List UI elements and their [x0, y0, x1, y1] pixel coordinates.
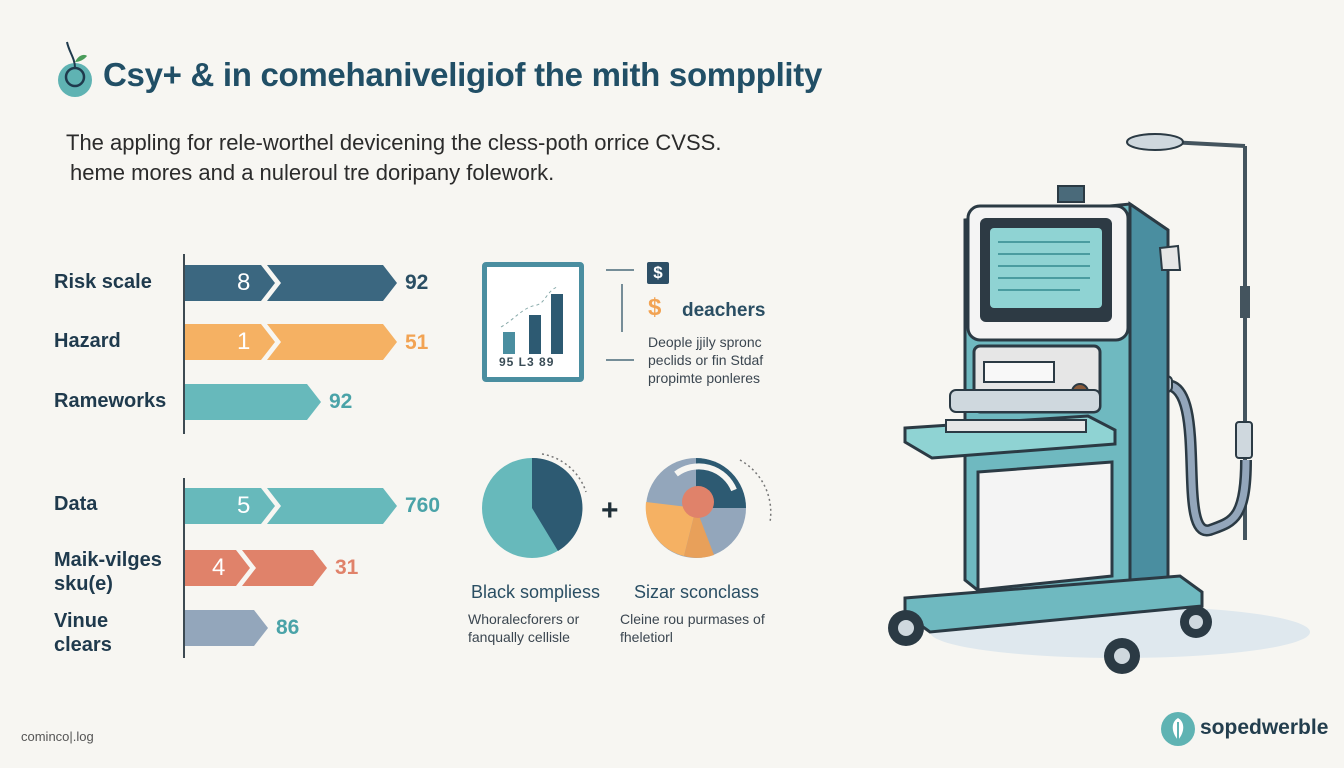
pie-chart-left: [482, 453, 587, 558]
bar-number: 4: [212, 554, 226, 581]
bar-chart-icon-labels: 95 L3 89: [499, 355, 555, 369]
pie-chart-right: [645, 458, 772, 558]
pie-desc-line: fanqually cellisle: [468, 629, 570, 645]
brand-leaf-icon: [1161, 712, 1195, 746]
medical-device-illustration: [888, 133, 1310, 674]
bar-number: 1: [237, 328, 251, 355]
bar-shape: [185, 324, 397, 360]
bracket-divider: [606, 269, 634, 361]
bar-vinue-clears: [185, 610, 268, 646]
bar-number: 8: [237, 269, 251, 296]
top-bar-axis: [183, 254, 185, 434]
page-title: Csy+ & in comehaniveligiof the mith somp…: [103, 56, 823, 93]
sprout-logo-icon: [58, 41, 92, 97]
bar-label-rameworks: Rameworks: [54, 390, 167, 412]
bar-shape: [185, 488, 397, 524]
bar-shape: [185, 384, 321, 420]
bar-chart-icon: [482, 262, 584, 382]
bar-value-data: 760: [405, 494, 441, 517]
plus-symbol: +: [601, 494, 619, 527]
bar-hazard: 1: [185, 324, 397, 360]
bar-value-rameworks: 92: [329, 390, 353, 413]
info-desc-line: peclids or fin Stdaf: [648, 352, 764, 368]
bar-value-maik-vilges: 31: [335, 556, 359, 579]
bar-value-vinue-clears: 86: [276, 616, 300, 639]
pie-desc-left: Whoralecforers or fanqually cellisle: [468, 610, 579, 646]
dollar-icon: $: [648, 294, 662, 321]
bar-label-vinue-line2: clears: [54, 634, 112, 656]
bar-shape: [185, 610, 268, 646]
pie-desc-line: Cleine rou purmases of: [620, 611, 765, 627]
bar-maik-vilges: 4: [185, 550, 327, 586]
bottom-bar-axis: [183, 478, 185, 658]
bar-number: 5: [237, 492, 251, 519]
info-desc-line: propimte ponleres: [648, 370, 761, 386]
bar-label-vinue: Vinue: [54, 610, 109, 632]
info-description: Deople jjily spronc peclids or fin Stdaf…: [648, 333, 763, 387]
pie-title-right: Sizar sconclass: [634, 582, 760, 602]
bar-value-risk-scale: 92: [405, 271, 429, 294]
bar-risk-scale: 8: [185, 265, 397, 301]
dollar-box-icon: $: [647, 262, 669, 284]
brand-name: sopedwerble: [1200, 716, 1329, 739]
bar-label-maik-vilges-line2: sku(e): [54, 573, 113, 595]
bar-rameworks: [185, 384, 321, 420]
pie-title-left: Black sompliess: [471, 582, 601, 602]
subtitle-line-1: The appling for rele-worthel devicening …: [66, 130, 722, 155]
info-desc-line: Deople jjily spronc: [648, 334, 762, 350]
bar-shape: [185, 265, 397, 301]
bar-label-risk-scale: Risk scale: [54, 271, 152, 293]
bar-shape: [185, 550, 327, 586]
footer-text: cominco|.log: [21, 729, 94, 744]
bar-value-hazard: 51: [405, 331, 429, 354]
info-heading: deachers: [682, 300, 766, 321]
pie-desc-line: fheletiorl: [620, 629, 673, 645]
pie-desc-line: Whoralecforers or: [468, 611, 580, 627]
subtitle-line-2: heme mores and a nuleroul tre doripany f…: [70, 160, 555, 185]
bar-label-hazard: Hazard: [54, 330, 121, 352]
bar-label-data: Data: [54, 493, 98, 515]
pie-desc-right: Cleine rou purmases of fheletiorl: [620, 610, 765, 646]
bar-label-maik-vilges: Maik-vilges: [54, 549, 162, 571]
bar-data: 5: [185, 488, 397, 524]
